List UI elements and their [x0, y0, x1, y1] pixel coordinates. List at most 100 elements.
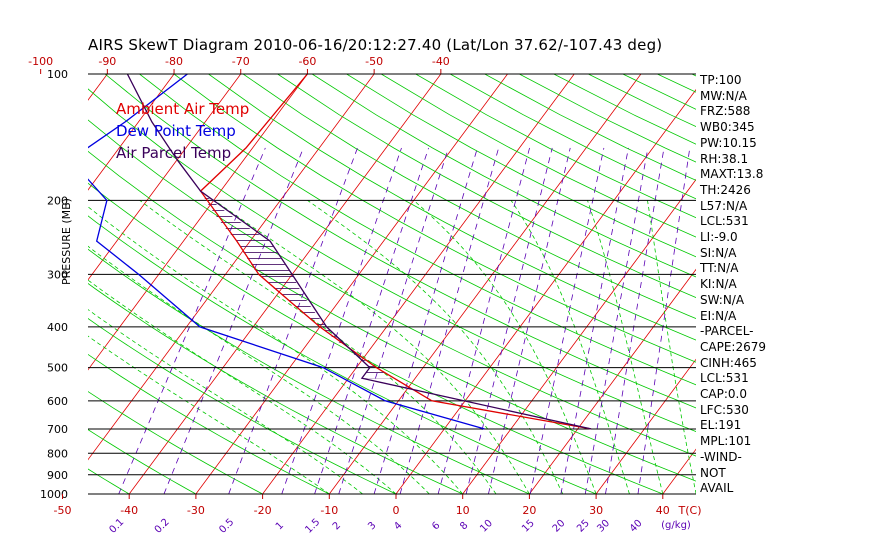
parcel-temp-line	[126, 74, 592, 430]
stat-item: MW:N/A	[700, 88, 747, 103]
stat-item: CAP:0.0	[700, 387, 747, 402]
stat-item: EI:N/A	[700, 308, 737, 323]
top-tick-label: -50	[365, 55, 383, 68]
bottom-tick-label: 40	[656, 504, 670, 517]
stat-item: PW:10.15	[700, 135, 757, 150]
stat-item: SW:N/A	[700, 292, 745, 307]
isotherm-line	[395, 89, 696, 494]
stat-item: KI:N/A	[700, 277, 737, 292]
legend-dewpoint: Dew Point Temp	[116, 122, 236, 140]
dry-adiabat-line	[88, 282, 463, 494]
mixing-ratio-label: 30	[595, 518, 612, 535]
stat-item: RH:38.1	[700, 151, 749, 166]
stat-item: TP:100	[700, 73, 742, 87]
y-tick-label: 100	[47, 68, 68, 81]
isotherm-line	[88, 74, 375, 461]
isotherm-line	[88, 74, 308, 371]
y-tick-label: 600	[47, 395, 68, 408]
mixing-ratio-line	[584, 147, 649, 494]
bottom-tick-label: 10	[456, 504, 470, 517]
dry-adiabat-line	[88, 182, 663, 494]
mixing-ratio-line	[373, 147, 478, 494]
stat-item: SI:N/A	[700, 245, 737, 260]
mixing-ratio-line	[529, 147, 605, 494]
stat-item: CAPE:2679	[700, 339, 766, 354]
y-axis-label: PRESSURE (MB)	[60, 198, 73, 285]
mixing-ratio-line	[488, 147, 571, 494]
mixing-ratio-line	[399, 147, 500, 494]
isotherm-line	[195, 74, 508, 494]
stat-item: L57:N/A	[700, 198, 748, 213]
isotherm-line	[88, 74, 242, 281]
mixing-ratio-label: 40	[628, 518, 645, 535]
mixing-ratio-label: 15	[520, 518, 537, 535]
moist-adiabat-line	[647, 200, 696, 494]
ambient-temp-line	[199, 74, 592, 430]
stat-item: LI:-9.0	[700, 230, 738, 245]
stat-item: LCL:531	[700, 371, 749, 386]
mixing-ratio-label: 0.1	[107, 517, 126, 536]
bottom-tick-label: -20	[254, 504, 272, 517]
mixing-ratio-line	[228, 147, 358, 494]
moist-adiabat-line	[587, 200, 664, 494]
isotherm-line	[328, 74, 642, 494]
top-tick-label: -80	[165, 55, 183, 68]
temp-unit-label: T(C)	[678, 504, 702, 517]
dry-adiabat-line	[88, 318, 397, 494]
stat-item: AVAIL	[700, 481, 734, 496]
mixing-ratio-label: 3	[366, 520, 378, 532]
bottom-tick-label: 0	[393, 504, 400, 517]
mixing-ratio-line	[637, 147, 691, 494]
isotherm-line	[88, 74, 175, 191]
y-tick-label: 900	[47, 469, 68, 482]
moist-adiabat-line	[88, 309, 363, 494]
y-tick-label: 500	[47, 362, 68, 375]
stat-item: TH:2426	[700, 182, 751, 197]
dry-adiabat-line	[88, 429, 197, 494]
mixing-ratio-line	[338, 147, 449, 494]
y-tick-label: 700	[47, 423, 68, 436]
stat-item: -WIND-	[700, 449, 742, 464]
stat-item: EL:191	[700, 418, 742, 433]
stat-item: MAXT:13.8	[700, 167, 764, 182]
dry-adiabat-line	[311, 74, 696, 278]
bottom-tick-label: 30	[589, 504, 603, 517]
dry-adiabat-line	[242, 74, 696, 320]
dry-adiabat-line	[88, 215, 597, 494]
dry-adiabat-line	[88, 150, 696, 482]
legend-ambient: Ambient Air Temp	[116, 100, 250, 118]
mixing-ratio-line	[560, 147, 629, 494]
mixing-ratio-label: 1	[274, 520, 286, 532]
mixing-ratio-line	[437, 147, 530, 494]
bottom-tick-label: -50	[54, 504, 72, 517]
legend-parcel: Air Parcel Temp	[116, 144, 232, 162]
isotherm-line	[595, 358, 696, 494]
dry-adiabat-line	[139, 74, 696, 386]
mixing-ratio-label: 10	[478, 518, 495, 535]
stat-item: FRZ:588	[700, 104, 751, 119]
stat-item: MPL:101	[700, 434, 752, 449]
dry-adiabat-line	[104, 74, 696, 409]
dry-adiabat-line	[88, 88, 696, 433]
dry-adiabat-line	[88, 391, 263, 494]
isotherm-line	[529, 268, 696, 494]
mixing-ratio-label: 6	[430, 520, 442, 532]
mixing-ratio-label: 20	[551, 518, 568, 535]
dry-adiabat-line	[88, 248, 530, 494]
stat-item: TT:N/A	[700, 261, 739, 276]
mixing-unit-label: (g/kg)	[661, 520, 691, 531]
mixing-ratio-label: 1.5	[303, 517, 322, 536]
top-tick-label: -40	[432, 55, 450, 68]
isotherm-line	[0, 74, 41, 494]
bottom-tick-label: 20	[522, 504, 536, 517]
mixing-ratio-line	[465, 147, 553, 494]
bottom-tick-label: -30	[187, 504, 205, 517]
mixing-ratio-label: 4	[392, 520, 404, 532]
dry-adiabat-line	[277, 74, 696, 298]
stat-item: LFC:530	[700, 402, 749, 417]
mixing-ratio-label: 0.5	[217, 517, 236, 536]
y-tick-label: 300	[47, 268, 68, 281]
mixing-ratio-line	[281, 147, 402, 494]
moist-adiabat-line	[510, 200, 630, 494]
isotherm-line	[462, 178, 696, 494]
